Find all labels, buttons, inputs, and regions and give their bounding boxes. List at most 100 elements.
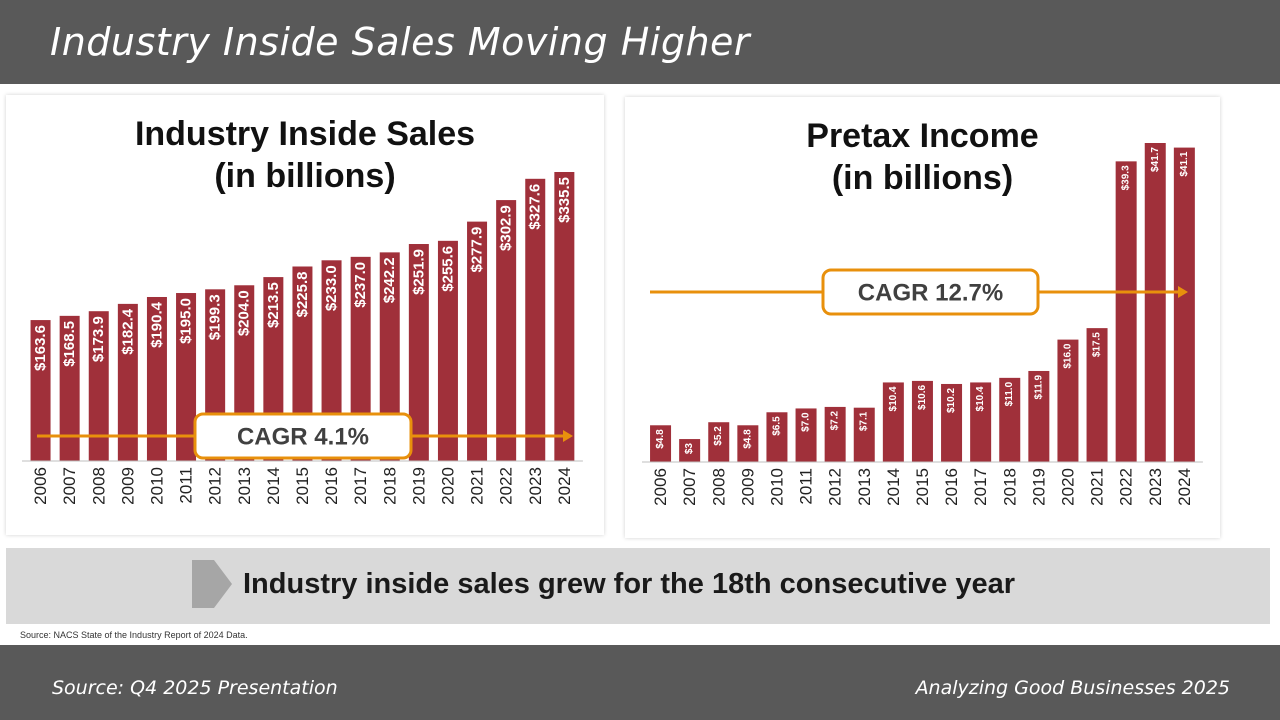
pretax-income-category-label-2017: 2017: [971, 468, 990, 506]
pretax-income-value-label-2009: $4.8: [742, 429, 753, 449]
pretax-income-panel: Pretax Income (in billions) $4.8 2006 $3 20…: [625, 97, 1220, 538]
inside-sales-title-line-2: (in billions): [214, 157, 396, 195]
inside-sales-category-label-2020: 2020: [438, 467, 457, 505]
inside-sales-bar-2024: [554, 172, 575, 461]
inside-sales-bar-2009: [117, 303, 138, 461]
inside-sales-value-label-2017: $237.0: [352, 262, 369, 308]
pretax-income-bar-2015: [911, 380, 933, 462]
pretax-income-value-label-2010: $6.5: [771, 416, 782, 436]
inside-sales-bars: $163.6 2006 $168.5 2007 $173.9 2008 $182.4 2009…: [30, 172, 575, 505]
inside-sales-bar-2019: [408, 244, 429, 461]
inside-sales-bar-2016: [321, 260, 342, 461]
inside-sales-category-label-2019: 2019: [409, 467, 428, 505]
pretax-income-value-label-2023: $41.7: [1150, 147, 1161, 172]
pretax-income-category-label-2024: 2024: [1175, 468, 1194, 506]
slide-title: Industry Inside Sales Moving Higher: [50, 20, 751, 64]
pretax-income-category-label-2007: 2007: [680, 468, 699, 506]
pretax-income-bar-2024: [1173, 147, 1195, 462]
inside-sales-bar-2023: [525, 178, 546, 462]
pretax-income-value-label-2021: $17.5: [1092, 332, 1103, 357]
pretax-income-bar-2022: [1115, 161, 1137, 462]
pretax-income-bar-2013: [853, 407, 875, 462]
pretax-income-bar-2014: [882, 382, 904, 462]
inside-sales-chart-title: Industry Inside Sales (in billions): [6, 113, 604, 197]
inside-sales-category-label-2006: 2006: [31, 467, 50, 505]
inside-sales-value-label-2022: $302.9: [498, 205, 515, 251]
pretax-income-value-label-2014: $10.4: [888, 386, 899, 411]
pretax-income-category-label-2023: 2023: [1146, 468, 1165, 506]
inside-sales-value-label-2008: $173.9: [90, 316, 107, 362]
pretax-income-category-label-2011: 2011: [797, 468, 816, 505]
pretax-income-bar-2008: [708, 422, 730, 462]
pretax-income-category-label-2022: 2022: [1117, 468, 1136, 506]
inside-sales-value-label-2021: $277.9: [469, 227, 486, 273]
inside-sales-value-label-2023: $327.6: [527, 184, 544, 230]
inside-sales-category-label-2010: 2010: [147, 467, 166, 505]
inside-sales-bar-2007: [59, 315, 80, 461]
callout-band: Industry inside sales grew for the 18th …: [6, 548, 1270, 624]
pretax-income-value-label-2019: $11.9: [1033, 375, 1044, 400]
pretax-income-category-label-2020: 2020: [1058, 468, 1077, 506]
inside-sales-category-label-2022: 2022: [497, 467, 516, 505]
inside-sales-value-label-2020: $255.6: [439, 246, 456, 292]
inside-sales-cagr-label: CAGR 4.1%: [237, 424, 369, 451]
inside-sales-bar-2021: [467, 221, 488, 461]
pretax-income-category-label-2021: 2021: [1088, 468, 1107, 506]
pretax-income-cagr-box: [821, 268, 1040, 316]
pretax-income-value-label-2007: $3: [684, 443, 695, 455]
inside-sales-value-label-2012: $199.3: [207, 294, 224, 340]
inside-sales-value-label-2009: $182.4: [119, 308, 136, 355]
inside-sales-value-label-2019: $251.9: [410, 249, 427, 295]
pretax-income-value-label-2020: $16.0: [1062, 343, 1073, 368]
inside-sales-category-label-2009: 2009: [118, 467, 137, 505]
inside-sales-bar-2020: [437, 240, 458, 461]
inside-sales-bar-2008: [88, 311, 109, 461]
pretax-income-bar-2019: [1028, 370, 1050, 462]
inside-sales-category-label-2013: 2013: [235, 467, 254, 505]
pretax-income-bar-2010: [766, 412, 788, 462]
chevron-right-icon: [192, 560, 232, 608]
pretax-income-category-label-2013: 2013: [855, 468, 874, 506]
pretax-income-value-label-2024: $41.1: [1179, 151, 1190, 176]
pretax-income-bar-2020: [1057, 339, 1079, 462]
pretax-income-category-label-2009: 2009: [738, 468, 757, 506]
pretax-income-category-label-2012: 2012: [826, 468, 845, 506]
inside-sales-bar-2006: [30, 320, 51, 461]
pretax-income-bar-2023: [1144, 143, 1166, 462]
inside-sales-chart: $163.6 2006 $168.5 2007 $173.9 2008 $182.4 2009…: [22, 172, 583, 505]
pretax-income-category-label-2019: 2019: [1029, 468, 1048, 506]
pretax-income-category-label-2006: 2006: [651, 468, 670, 506]
inside-sales-category-label-2024: 2024: [555, 467, 574, 505]
inside-sales-category-label-2011: 2011: [177, 467, 196, 504]
footer-source: Source: Q4 2025 Presentation: [52, 677, 338, 699]
inside-sales-category-label-2017: 2017: [351, 467, 370, 505]
pretax-income-category-label-2008: 2008: [709, 468, 728, 506]
header-bar: Industry Inside Sales Moving Higher: [0, 0, 1280, 84]
inside-sales-title-line-1: Industry Inside Sales: [134, 115, 476, 153]
inside-sales-category-label-2007: 2007: [60, 467, 79, 505]
footer-bar: Source: Q4 2025 Presentation Analyzing G…: [0, 645, 1280, 720]
inside-sales-category-label-2015: 2015: [293, 467, 312, 505]
inside-sales-value-label-2007: $168.5: [61, 321, 78, 367]
inside-sales-category-label-2008: 2008: [89, 467, 108, 505]
inside-sales-category-label-2021: 2021: [468, 467, 487, 505]
inside-sales-category-label-2014: 2014: [264, 467, 283, 505]
pretax-income-chart-title: Pretax Income (in billions): [625, 115, 1220, 199]
inside-sales-value-label-2024: $335.5: [556, 177, 573, 223]
pretax-income-bar-2009: [737, 425, 759, 462]
inside-sales-bar-2011: [176, 293, 197, 461]
pretax-income-bar-2012: [824, 406, 846, 462]
pretax-income-title-line-1: Pretax Income: [806, 117, 1039, 155]
inside-sales-panel: Industry Inside Sales (in billions) $163…: [6, 95, 604, 535]
inside-sales-value-label-2016: $233.0: [323, 265, 340, 311]
inside-sales-bar-2017: [350, 256, 371, 461]
pretax-income-bar-2017: [970, 382, 992, 462]
pretax-income-chart: $4.8 2006 $3 2007 $5.2 2008 $4.8 2009 $6.5 2010 $7…: [642, 143, 1203, 506]
pretax-income-cagr-label: CAGR 12.7%: [858, 280, 1003, 307]
pretax-income-bar-2016: [941, 383, 963, 462]
inside-sales-bar-2022: [496, 200, 517, 461]
pretax-income-bar-2021: [1086, 328, 1108, 462]
inside-sales-value-label-2014: $213.5: [265, 282, 282, 328]
pretax-income-title-line-2: (in billions): [831, 159, 1014, 197]
pretax-income-value-label-2011: $7.0: [801, 412, 812, 432]
